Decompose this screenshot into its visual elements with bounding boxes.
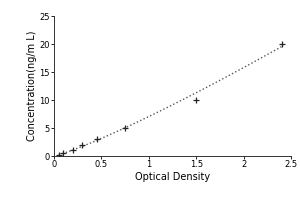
X-axis label: Optical Density: Optical Density xyxy=(135,172,210,182)
Y-axis label: Concentration(ng/m L): Concentration(ng/m L) xyxy=(27,31,37,141)
